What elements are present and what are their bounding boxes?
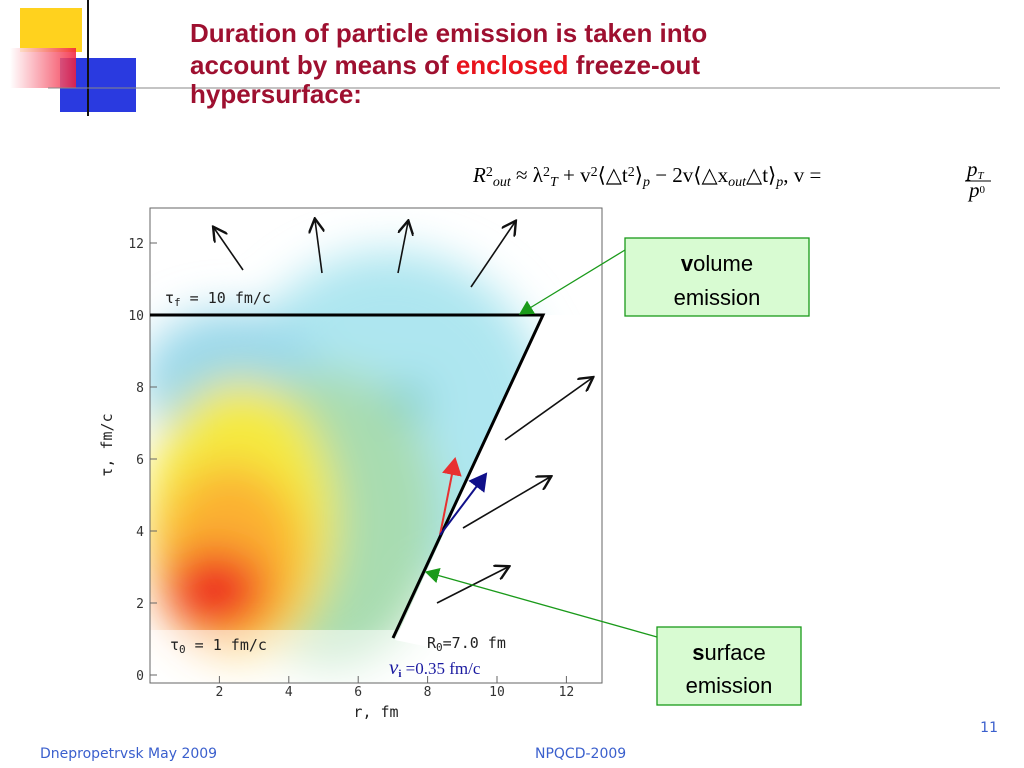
title-line3: hypersurface: (190, 79, 362, 109)
x-tick-label: 8 (424, 685, 432, 700)
x-tick-label: 4 (285, 685, 293, 700)
formula-token: out (728, 175, 747, 190)
formula-token: 2 (628, 165, 635, 180)
callout-initial: v (681, 251, 694, 276)
plot-annotation: τ0 = 1 fm/c (170, 636, 267, 656)
callout-word: urface (705, 640, 766, 665)
deco-yellow (20, 8, 82, 52)
plot-annotation: τf = 10 fm/c (165, 289, 271, 309)
annotation-part: f (174, 296, 181, 309)
title-line1: Duration of particle emission is taken i… (190, 18, 707, 48)
y-tick-label: 8 (136, 381, 144, 396)
deco-pink (10, 48, 76, 88)
title-line2: account by means of enclosed freeze-out (190, 50, 700, 80)
footer-center: NPQCD-2009 (535, 746, 626, 762)
title-text: account by means of (190, 50, 456, 80)
annotation-part: τ (170, 636, 179, 654)
formula-token: 2 (543, 165, 550, 180)
fraction-num: pT (965, 157, 985, 182)
y-tick-label: 6 (136, 453, 144, 468)
annotation-part: τ (165, 289, 174, 307)
plot-annotation: R0=7.0 fm (427, 634, 506, 654)
callout-pointer (424, 568, 658, 638)
page-number: 11 (980, 720, 998, 736)
heatmap (150, 250, 602, 683)
callout-pointer (518, 249, 626, 315)
annotation-part: = 1 fm/c (186, 636, 267, 654)
annotation-part: =0.35 fm/c (401, 659, 480, 678)
formula-token: T (550, 175, 559, 190)
annotation-part: v (389, 655, 399, 679)
y-tick-label: 0 (136, 669, 144, 684)
formula-token: out (493, 175, 512, 190)
velocity-arrow (439, 457, 462, 536)
x-axis-label: r, fm (353, 703, 398, 721)
annotation-part: 0 (436, 641, 443, 654)
callout-box (624, 237, 810, 317)
formula-token: , v = (783, 163, 821, 187)
footer-left: Dnepropetrvsk May 2009 (40, 746, 217, 762)
callout-text: emission (674, 285, 761, 310)
callout-box (656, 626, 802, 706)
callout-text: emission (686, 673, 773, 698)
formula-token: ⟩ (635, 163, 643, 187)
x-tick-label: 12 (559, 685, 575, 700)
annotation-part: =7.0 fm (443, 634, 506, 652)
callout-word: olume (693, 251, 753, 276)
x-tick-label: 10 (489, 685, 505, 700)
formula-token: + v (558, 163, 591, 187)
formula-token: T (978, 170, 985, 182)
formula-token: − 2v⟨△x (650, 163, 729, 187)
formula-token: p (965, 157, 978, 181)
annotation-part: i (398, 668, 401, 680)
title-text: freeze-out (569, 50, 701, 80)
callout-initial: s (692, 640, 704, 665)
annotation-part: R (427, 634, 437, 652)
formula-token: 2 (591, 165, 598, 180)
annotation-part: = 10 fm/c (181, 289, 271, 307)
x-tick-label: 2 (215, 685, 223, 700)
y-tick-label: 4 (136, 525, 144, 540)
formula-token: p (642, 175, 650, 190)
annotation-part: 0 (179, 643, 186, 656)
plot-frame (149, 207, 603, 684)
formula-token: ≈ λ (511, 163, 544, 187)
callout-text: surface (692, 640, 765, 665)
formula-token: p (775, 175, 783, 190)
y-axis-label: τ, fm/c (98, 413, 116, 476)
plot-annotation: vi =0.35 fm/c (389, 655, 481, 680)
y-tick-label: 12 (128, 237, 144, 252)
formula-token: R (472, 163, 486, 187)
formula-token: △t⟩ (746, 163, 776, 187)
normal-arrow (439, 472, 488, 536)
y-tick-label: 10 (128, 309, 144, 324)
title-highlight: enclosed (456, 50, 569, 80)
formula: R2out ≈ λ2T + v2⟨△t2⟩p − 2v⟨△xout△t⟩p, v… (472, 163, 821, 190)
x-tick-label: 6 (354, 685, 362, 700)
y-tick-label: 2 (136, 597, 144, 612)
fraction-den: p0 (967, 178, 986, 202)
formula-token: ⟨△t (598, 163, 628, 187)
formula-token: 0 (980, 184, 986, 196)
callout-text: volume (681, 251, 753, 276)
formula-token: p (967, 178, 980, 202)
formula-token: 2 (486, 165, 493, 180)
